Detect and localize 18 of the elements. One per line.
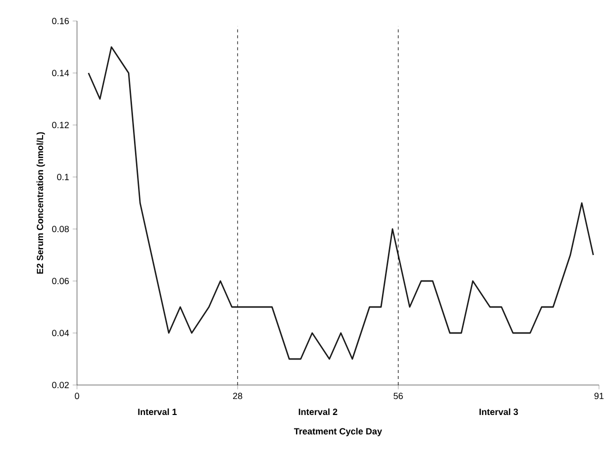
y-tick-label: 0.12 <box>52 122 69 128</box>
text: Interval 3 <box>480 408 518 416</box>
y-tick-label: 0.16 <box>52 18 69 24</box>
x-tick-label: 91 <box>594 392 604 400</box>
y-tick-label: 0.04 <box>52 330 69 336</box>
y-tick-label: 0.08 <box>52 226 69 232</box>
y-tick-label: 0.02 <box>52 382 69 388</box>
text: Interval 1 <box>138 408 177 416</box>
x-tick-label: 28 <box>233 392 242 400</box>
x-tick-label: 56 <box>394 392 403 400</box>
y-axis-title: E2 Serum Concentration (nmol/L) <box>36 132 45 274</box>
text: Interval 2 <box>298 408 338 416</box>
line-series <box>88 46 594 360</box>
y-tick-label: 0.1 <box>57 174 69 180</box>
x-axis-title: Treatment Cycle Day <box>294 428 382 436</box>
y-tick-label: 0.14 <box>52 70 69 76</box>
x-tick-label: 0 <box>74 392 80 400</box>
y-tick-label: 0.06 <box>52 278 69 284</box>
